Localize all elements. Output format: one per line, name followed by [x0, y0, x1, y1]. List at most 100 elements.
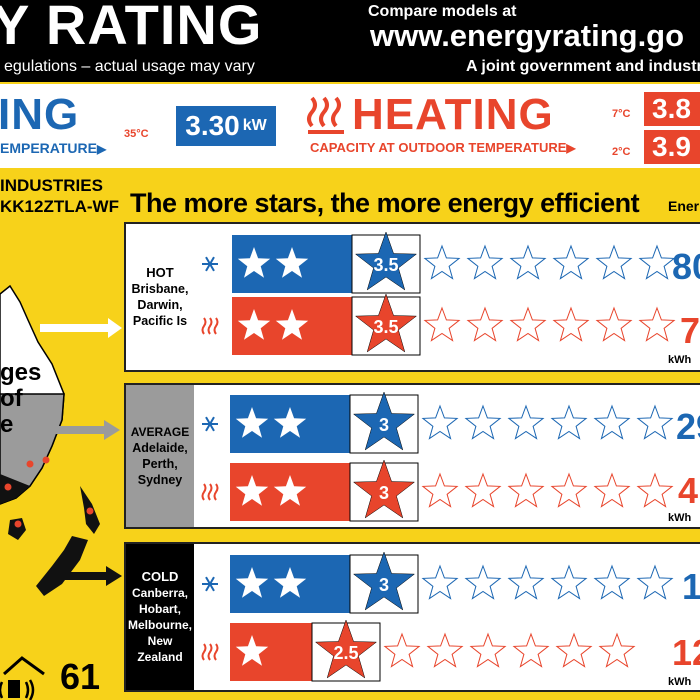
rating-star-cooling [235, 567, 269, 598]
website-url: www.energyrating.go [370, 18, 685, 53]
joint-initiative-text: A joint government and industry [466, 58, 700, 75]
empty-star-cooling [550, 564, 588, 600]
cold-heating-energy: 12 [672, 632, 700, 673]
heat-waves-icon [213, 483, 219, 501]
average-heating-energy: 4 [678, 470, 699, 511]
rating-star-heating [235, 635, 269, 666]
empty-star-heating [598, 632, 636, 668]
energy-heading: Ener [668, 198, 700, 214]
rating-star-cooling [273, 567, 307, 598]
rating-star-cooling [275, 247, 309, 278]
empty-star-cooling [595, 244, 633, 280]
empty-star-cooling [593, 404, 631, 440]
zone-label-hot: HOT Brisbane, Darwin, Pacific Is [126, 224, 194, 370]
snowflake-icon [205, 576, 215, 592]
empty-star-cooling [507, 404, 545, 440]
rating-star-heating [235, 475, 269, 506]
rating-star-label: 3.5 [373, 255, 398, 275]
empty-star-cooling [421, 404, 459, 440]
snowflake-icon [205, 256, 215, 272]
heat-waves-icon [213, 643, 219, 661]
empty-star-heating [638, 306, 676, 342]
rating-star-heating [314, 619, 378, 679]
header-bar [0, 0, 700, 82]
empty-star-cooling [464, 564, 502, 600]
rating-star-label: 3 [379, 575, 389, 595]
empty-star-cooling [466, 244, 504, 280]
empty-star-cooling [636, 404, 674, 440]
cooling-word: ING [0, 90, 80, 139]
empty-star-heating [550, 472, 588, 508]
zone-label-average: AVERAGE Adelaide, Perth, Sydney [126, 385, 194, 527]
empty-star-heating [469, 632, 507, 668]
empty-star-heating [509, 306, 547, 342]
heat-waves-icon [213, 317, 219, 335]
average-kwh-unit: kWh [668, 512, 692, 524]
heat-waves-icon [201, 643, 207, 661]
heating-temp-7: 7°C [612, 108, 631, 120]
heating-capacity-value-7: 3.8 [644, 92, 700, 126]
heating-word: HEATING [352, 90, 554, 139]
rating-star-heating [275, 309, 309, 340]
label-title: Y RATING [0, 0, 263, 56]
heat-waves-icon [201, 483, 207, 501]
empty-star-heating [555, 632, 593, 668]
cooling-test-temperature: 35°C [124, 128, 149, 140]
rating-star-cooling [235, 407, 269, 438]
rating-star-label: 3 [379, 483, 389, 503]
zone-label-cold: COLD Canberra, Hobart, Melbourne, New Ze… [126, 544, 194, 690]
heat-waves-icon [207, 643, 213, 661]
empty-star-heating [464, 472, 502, 508]
empty-star-heating [421, 472, 459, 508]
empty-star-heating [636, 472, 674, 508]
zone-map [0, 284, 122, 700]
heating-temp-2: 2°C [612, 146, 631, 158]
compare-text: Compare models at [368, 3, 517, 20]
empty-star-heating [593, 472, 631, 508]
empty-star-cooling [552, 244, 590, 280]
rating-star-cooling [237, 247, 271, 278]
rating-star-label: 3.5 [373, 317, 398, 337]
hot-heating-energy: 7 [680, 310, 700, 351]
heat-waves-icon [201, 317, 207, 335]
disclaimer-text: egulations – actual usage may vary [4, 58, 255, 75]
empty-star-cooling [550, 404, 588, 440]
map-caption: ges of e [0, 359, 42, 438]
empty-star-heating [595, 306, 633, 342]
model-number: KK12ZTLA-WF [0, 197, 119, 216]
average-cooling-energy: 29 [676, 406, 700, 447]
empty-star-heating [552, 306, 590, 342]
heat-waves-icon [207, 317, 213, 335]
rating-star-heating [352, 459, 416, 519]
rating-star-cooling [273, 407, 307, 438]
rating-star-label: 2.5 [333, 643, 358, 663]
rating-star-cooling [354, 231, 418, 291]
empty-star-cooling [509, 244, 547, 280]
capacity-bar [0, 84, 700, 168]
hot-kwh-unit: kWh [668, 354, 692, 366]
rating-star-heating [354, 293, 418, 353]
tagline: The more stars, the more energy efficien… [130, 188, 640, 218]
empty-star-heating [426, 632, 464, 668]
heating-capacity-value-2: 3.9 [644, 130, 700, 164]
brand-name: INDUSTRIES [0, 176, 103, 195]
empty-star-heating [512, 632, 550, 668]
heat-waves-icon [307, 96, 344, 134]
empty-star-cooling [636, 564, 674, 600]
snowflake-icon [205, 416, 215, 432]
cold-kwh-unit: kWh [668, 676, 692, 688]
rating-star-heating [273, 475, 307, 506]
empty-star-heating [466, 306, 504, 342]
rating-star-cooling [352, 391, 416, 451]
empty-star-heating [383, 632, 421, 668]
empty-star-cooling [593, 564, 631, 600]
empty-star-cooling [464, 404, 502, 440]
rating-star-label: 3 [379, 415, 389, 435]
zone-number: 61 [60, 656, 101, 697]
heat-waves-icon [207, 483, 213, 501]
cold-cooling-energy: 18 [682, 566, 700, 607]
empty-star-heating [507, 472, 545, 508]
rating-star-heating [237, 309, 271, 340]
cooling-capacity-subtitle: EMPERATURE▶ [0, 140, 107, 156]
